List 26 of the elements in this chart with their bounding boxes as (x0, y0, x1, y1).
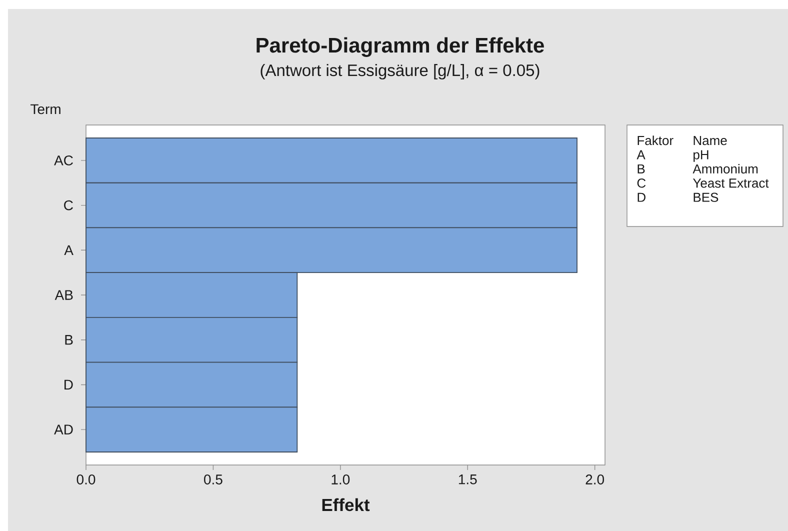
x-tick-label: 1.0 (332, 474, 350, 484)
text: Ammonium (692, 164, 758, 174)
chart-subtitle: (Antwort ist Essigsäure [g/L], α = 0.05) (260, 64, 540, 80)
text: D (638, 192, 646, 202)
x-tick-label: 2.0 (586, 474, 604, 484)
text: Faktor (638, 136, 674, 146)
y-tick-label: D (64, 380, 73, 390)
chart-title: Pareto-Diagramm der Effekte (256, 37, 544, 57)
y-tick-label: A (64, 245, 74, 255)
text: Yeast Extract (692, 178, 769, 188)
y-axis-title: Term (30, 104, 60, 114)
y-tick-label: B (65, 335, 73, 345)
x-tick-label: 0.5 (204, 474, 222, 484)
x-tick-label: 1.5 (458, 474, 477, 484)
x-axis-title: Effekt (322, 498, 370, 512)
y-tick-label: AC (54, 155, 73, 166)
text: Name (694, 136, 727, 146)
y-tick-label: AB (54, 290, 73, 300)
x-tick-label: 0.0 (76, 474, 96, 484)
y-tick-label: C (64, 200, 73, 210)
text: B (638, 164, 645, 174)
text: pH (694, 150, 708, 162)
text: BES (694, 192, 718, 202)
text: C (637, 178, 646, 188)
y-tick-label: AD (54, 424, 73, 434)
text: A (636, 150, 646, 160)
